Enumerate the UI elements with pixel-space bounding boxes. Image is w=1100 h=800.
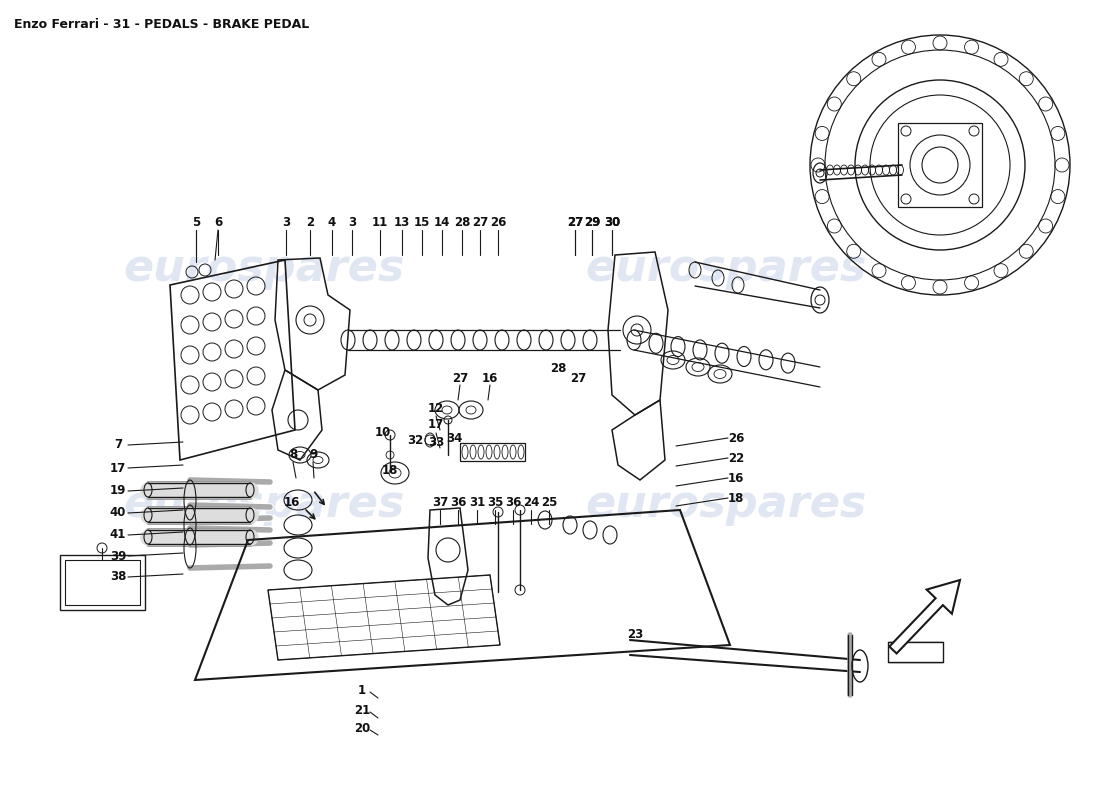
Text: 22: 22	[728, 451, 744, 465]
Text: 7: 7	[114, 438, 122, 451]
Text: 8: 8	[289, 449, 297, 462]
Text: 26: 26	[490, 215, 506, 229]
Text: 35: 35	[487, 495, 503, 509]
Text: 15: 15	[414, 215, 430, 229]
Text: 13: 13	[394, 215, 410, 229]
Text: 31: 31	[469, 495, 485, 509]
Text: eurospares: eurospares	[585, 482, 867, 526]
Text: 25: 25	[541, 495, 558, 509]
Text: 4: 4	[328, 215, 337, 229]
Text: Enzo Ferrari - 31 - PEDALS - BRAKE PEDAL: Enzo Ferrari - 31 - PEDALS - BRAKE PEDAL	[14, 18, 309, 31]
Text: 29: 29	[584, 215, 601, 229]
Text: 41: 41	[110, 529, 126, 542]
Bar	[65, 560, 140, 605]
Text: 6: 6	[213, 215, 222, 229]
Text: 12: 12	[428, 402, 444, 414]
Text: 27: 27	[452, 371, 469, 385]
Bar	[60, 555, 145, 610]
Text: 11: 11	[372, 215, 388, 229]
Text: 17: 17	[110, 462, 126, 474]
Text: 37: 37	[432, 495, 448, 509]
Text: 30: 30	[604, 215, 620, 229]
Bar	[888, 642, 943, 662]
Text: 9: 9	[309, 449, 317, 462]
Text: 30: 30	[604, 215, 620, 229]
Bar	[460, 443, 525, 461]
FancyArrow shape	[890, 580, 960, 654]
Text: eurospares: eurospares	[123, 482, 405, 526]
Text: 27: 27	[566, 215, 583, 229]
Text: 19: 19	[110, 485, 126, 498]
Text: 36: 36	[450, 495, 466, 509]
Text: 20: 20	[354, 722, 370, 734]
Text: 23: 23	[627, 629, 644, 642]
Text: 40: 40	[110, 506, 126, 519]
Text: eurospares: eurospares	[585, 246, 867, 290]
Text: 36: 36	[505, 495, 521, 509]
Text: 3: 3	[282, 215, 290, 229]
Text: 32: 32	[407, 434, 424, 446]
Text: 17: 17	[428, 418, 444, 431]
Text: 5: 5	[191, 215, 200, 229]
Text: eurospares: eurospares	[123, 246, 405, 290]
Text: 28: 28	[454, 215, 470, 229]
Text: 2: 2	[306, 215, 315, 229]
Text: 29: 29	[584, 215, 601, 229]
Text: 24: 24	[522, 495, 539, 509]
Text: 16: 16	[728, 471, 745, 485]
Text: 26: 26	[728, 431, 745, 445]
Text: 27: 27	[570, 371, 586, 385]
Text: 18: 18	[728, 491, 745, 505]
Text: 18: 18	[382, 463, 398, 477]
Text: 34: 34	[446, 431, 462, 445]
Text: 16: 16	[284, 495, 300, 509]
Text: 27: 27	[566, 215, 583, 229]
Text: 14: 14	[433, 215, 450, 229]
Text: 3: 3	[348, 215, 356, 229]
Text: 33: 33	[428, 435, 444, 449]
Text: 1: 1	[358, 683, 366, 697]
Text: 28: 28	[550, 362, 566, 374]
Text: 27: 27	[472, 215, 488, 229]
Text: 16: 16	[482, 371, 498, 385]
Text: 21: 21	[354, 703, 370, 717]
Text: 38: 38	[110, 570, 126, 583]
Text: 10: 10	[375, 426, 392, 438]
Text: 39: 39	[110, 550, 126, 562]
